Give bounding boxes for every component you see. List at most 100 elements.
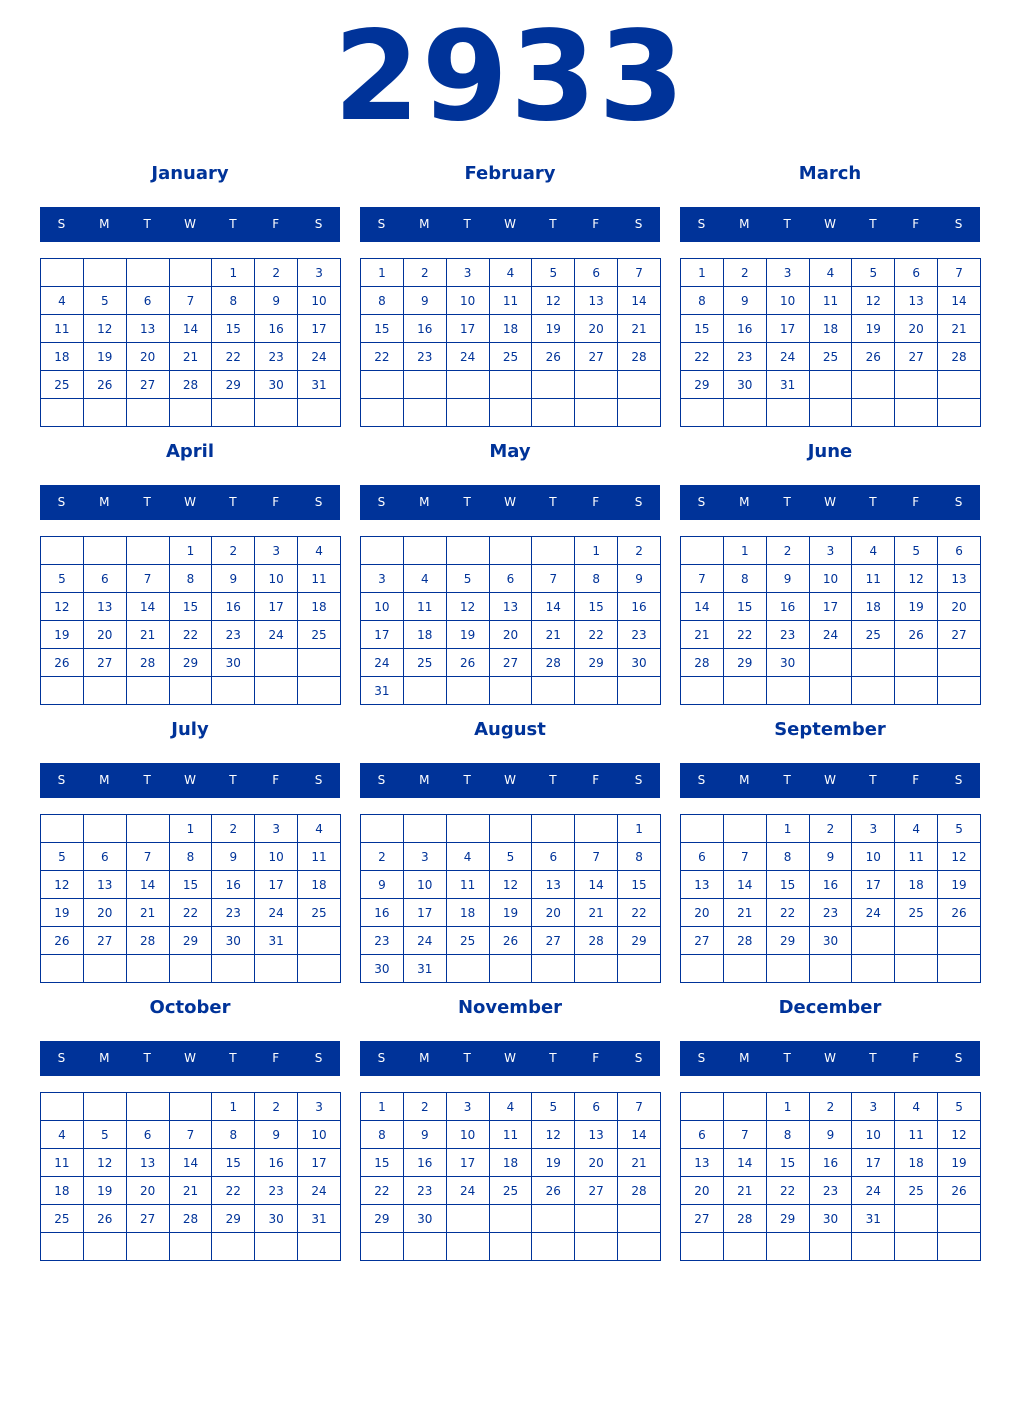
day-cell[interactable]: 19 (82, 1176, 127, 1205)
day-cell[interactable]: 1 (722, 536, 767, 565)
day-cell[interactable]: 29 (211, 370, 256, 399)
day-cell[interactable]: 27 (531, 926, 576, 955)
day-cell[interactable]: 4 (40, 286, 84, 315)
day-cell[interactable]: 21 (125, 898, 170, 927)
day-cell[interactable]: 15 (617, 870, 661, 899)
day-cell[interactable]: 25 (445, 926, 490, 955)
day-cell[interactable]: 28 (617, 342, 661, 371)
day-cell[interactable]: 2 (722, 258, 767, 287)
day-cell[interactable]: 12 (40, 592, 84, 621)
day-cell[interactable]: 24 (445, 1176, 490, 1205)
day-cell[interactable]: 11 (808, 286, 853, 315)
day-cell[interactable]: 6 (894, 258, 939, 287)
day-cell[interactable]: 18 (808, 314, 853, 343)
day-cell[interactable]: 12 (40, 870, 84, 899)
day-cell[interactable]: 4 (297, 814, 341, 843)
day-cell[interactable]: 14 (168, 314, 213, 343)
day-cell[interactable]: 24 (360, 648, 404, 677)
day-cell[interactable]: 23 (360, 926, 404, 955)
day-cell[interactable]: 3 (297, 1092, 341, 1121)
day-cell[interactable]: 15 (765, 1148, 810, 1177)
day-cell[interactable]: 19 (531, 314, 576, 343)
day-cell[interactable]: 20 (680, 1176, 724, 1205)
day-cell[interactable]: 20 (574, 314, 619, 343)
day-cell[interactable]: 19 (445, 620, 490, 649)
day-cell[interactable]: 7 (574, 842, 619, 871)
day-cell[interactable]: 5 (488, 842, 533, 871)
day-cell[interactable]: 9 (254, 286, 299, 315)
day-cell[interactable]: 29 (765, 1204, 810, 1233)
day-cell[interactable]: 16 (617, 592, 661, 621)
day-cell[interactable]: 22 (360, 1176, 404, 1205)
day-cell[interactable]: 9 (808, 1120, 853, 1149)
day-cell[interactable]: 24 (254, 620, 299, 649)
day-cell[interactable]: 9 (211, 564, 256, 593)
day-cell[interactable]: 28 (680, 648, 724, 677)
day-cell[interactable]: 4 (894, 814, 939, 843)
day-cell[interactable]: 16 (808, 870, 853, 899)
day-cell[interactable]: 28 (574, 926, 619, 955)
day-cell[interactable]: 16 (360, 898, 404, 927)
day-cell[interactable]: 15 (211, 314, 256, 343)
day-cell[interactable]: 7 (722, 1120, 767, 1149)
day-cell[interactable]: 23 (254, 1176, 299, 1205)
day-cell[interactable]: 31 (254, 926, 299, 955)
day-cell[interactable]: 1 (211, 1092, 256, 1121)
day-cell[interactable]: 14 (125, 592, 170, 621)
day-cell[interactable]: 12 (531, 286, 576, 315)
day-cell[interactable]: 9 (402, 1120, 447, 1149)
day-cell[interactable]: 6 (488, 564, 533, 593)
day-cell[interactable]: 10 (851, 842, 896, 871)
day-cell[interactable]: 26 (531, 1176, 576, 1205)
day-cell[interactable]: 10 (360, 592, 404, 621)
day-cell[interactable]: 18 (488, 1148, 533, 1177)
day-cell[interactable]: 9 (211, 842, 256, 871)
day-cell[interactable]: 3 (445, 1092, 490, 1121)
day-cell[interactable]: 12 (937, 842, 981, 871)
day-cell[interactable]: 27 (82, 926, 127, 955)
day-cell[interactable]: 7 (937, 258, 981, 287)
day-cell[interactable]: 9 (765, 564, 810, 593)
day-cell[interactable]: 27 (680, 926, 724, 955)
day-cell[interactable]: 22 (211, 1176, 256, 1205)
day-cell[interactable]: 10 (808, 564, 853, 593)
day-cell[interactable]: 4 (808, 258, 853, 287)
day-cell[interactable]: 9 (722, 286, 767, 315)
day-cell[interactable]: 4 (402, 564, 447, 593)
day-cell[interactable]: 11 (297, 564, 341, 593)
day-cell[interactable]: 3 (254, 814, 299, 843)
day-cell[interactable]: 26 (894, 620, 939, 649)
day-cell[interactable]: 8 (765, 1120, 810, 1149)
day-cell[interactable]: 31 (360, 676, 404, 705)
day-cell[interactable]: 15 (168, 870, 213, 899)
day-cell[interactable]: 24 (297, 342, 341, 371)
day-cell[interactable]: 7 (531, 564, 576, 593)
day-cell[interactable]: 2 (765, 536, 810, 565)
day-cell[interactable]: 26 (82, 1204, 127, 1233)
day-cell[interactable]: 30 (808, 926, 853, 955)
day-cell[interactable]: 12 (937, 1120, 981, 1149)
day-cell[interactable]: 9 (402, 286, 447, 315)
day-cell[interactable]: 18 (40, 1176, 84, 1205)
day-cell[interactable]: 20 (82, 620, 127, 649)
day-cell[interactable]: 17 (297, 1148, 341, 1177)
day-cell[interactable]: 5 (445, 564, 490, 593)
day-cell[interactable]: 30 (211, 926, 256, 955)
day-cell[interactable]: 1 (765, 814, 810, 843)
day-cell[interactable]: 28 (168, 1204, 213, 1233)
day-cell[interactable]: 3 (851, 814, 896, 843)
day-cell[interactable]: 13 (680, 1148, 724, 1177)
day-cell[interactable]: 7 (722, 842, 767, 871)
day-cell[interactable]: 26 (40, 926, 84, 955)
day-cell[interactable]: 20 (531, 898, 576, 927)
day-cell[interactable]: 13 (82, 870, 127, 899)
day-cell[interactable]: 14 (722, 870, 767, 899)
day-cell[interactable]: 6 (574, 258, 619, 287)
day-cell[interactable]: 13 (574, 286, 619, 315)
day-cell[interactable]: 24 (765, 342, 810, 371)
day-cell[interactable]: 30 (254, 370, 299, 399)
day-cell[interactable]: 12 (445, 592, 490, 621)
day-cell[interactable]: 8 (211, 286, 256, 315)
day-cell[interactable]: 28 (125, 648, 170, 677)
day-cell[interactable]: 29 (680, 370, 724, 399)
